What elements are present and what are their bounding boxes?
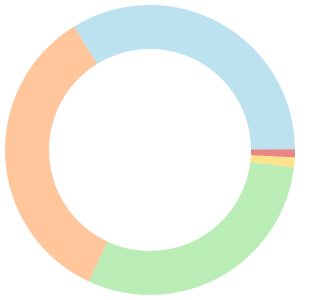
chart [5, 5, 295, 295]
page: {"chart_data": {"type": "donut", "values… [5, 5, 295, 295]
donut-segment [250, 155, 295, 168]
donut-segment [74, 5, 295, 150]
donut-segment [88, 162, 294, 295]
donut-segment [250, 149, 295, 158]
donut-segment [5, 26, 108, 282]
